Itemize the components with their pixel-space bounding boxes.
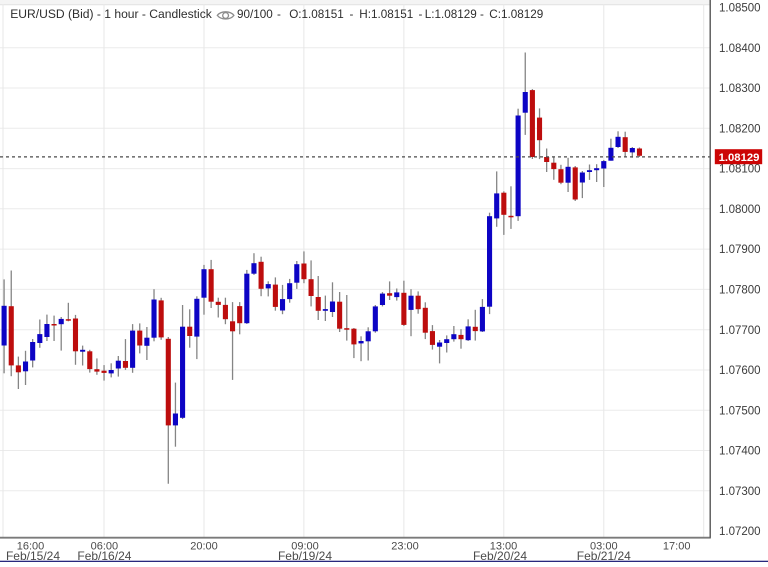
svg-text:09:00: 09:00	[291, 540, 319, 552]
svg-text:1.08200: 1.08200	[719, 123, 761, 135]
svg-text:-: -	[350, 8, 354, 21]
svg-text:EUR/USD (Bid) - 1 hour - Candl: EUR/USD (Bid) - 1 hour - Candlestick	[10, 7, 213, 21]
svg-text:13:00: 13:00	[490, 540, 518, 552]
svg-text:H:1.08151: H:1.08151	[359, 8, 413, 21]
svg-text:1.08000: 1.08000	[719, 204, 761, 216]
svg-text:23:00: 23:00	[391, 540, 419, 552]
svg-text:90/100: 90/100	[237, 8, 273, 21]
svg-text:1.07500: 1.07500	[719, 405, 761, 417]
svg-text:Feb/16/24: Feb/16/24	[77, 549, 131, 562]
svg-text:1.08100: 1.08100	[719, 164, 761, 176]
svg-text:O:1.08151: O:1.08151	[289, 8, 344, 21]
svg-text:-: -	[480, 8, 484, 21]
svg-text:Feb/15/24: Feb/15/24	[6, 549, 60, 562]
svg-text:1.08300: 1.08300	[719, 83, 761, 95]
svg-text:Feb/21/24: Feb/21/24	[577, 549, 631, 562]
svg-text:L:1.08129: L:1.08129	[425, 8, 477, 21]
svg-text:-: -	[419, 8, 423, 21]
svg-text:16:00: 16:00	[17, 540, 45, 552]
svg-text:1.07300: 1.07300	[719, 486, 761, 498]
svg-text:Feb/19/24: Feb/19/24	[278, 549, 332, 562]
svg-text:1.07800: 1.07800	[719, 285, 761, 297]
svg-text:1.08500: 1.08500	[719, 3, 761, 15]
svg-text:1.07700: 1.07700	[719, 325, 761, 337]
svg-text:1.08129: 1.08129	[719, 152, 760, 164]
svg-text:17:00: 17:00	[663, 540, 691, 552]
svg-text:03:00: 03:00	[590, 540, 618, 552]
svg-text:1.07600: 1.07600	[719, 365, 761, 377]
svg-text:1.07900: 1.07900	[719, 244, 761, 256]
svg-text:20:00: 20:00	[190, 540, 218, 552]
svg-text:C:1.08129: C:1.08129	[489, 8, 543, 21]
svg-text:-: -	[277, 8, 281, 21]
svg-text:06:00: 06:00	[91, 540, 119, 552]
svg-text:1.07200: 1.07200	[719, 526, 761, 538]
svg-text:Feb/20/24: Feb/20/24	[473, 549, 527, 562]
svg-text:1.08400: 1.08400	[719, 43, 761, 55]
svg-text:1.07400: 1.07400	[719, 446, 761, 458]
